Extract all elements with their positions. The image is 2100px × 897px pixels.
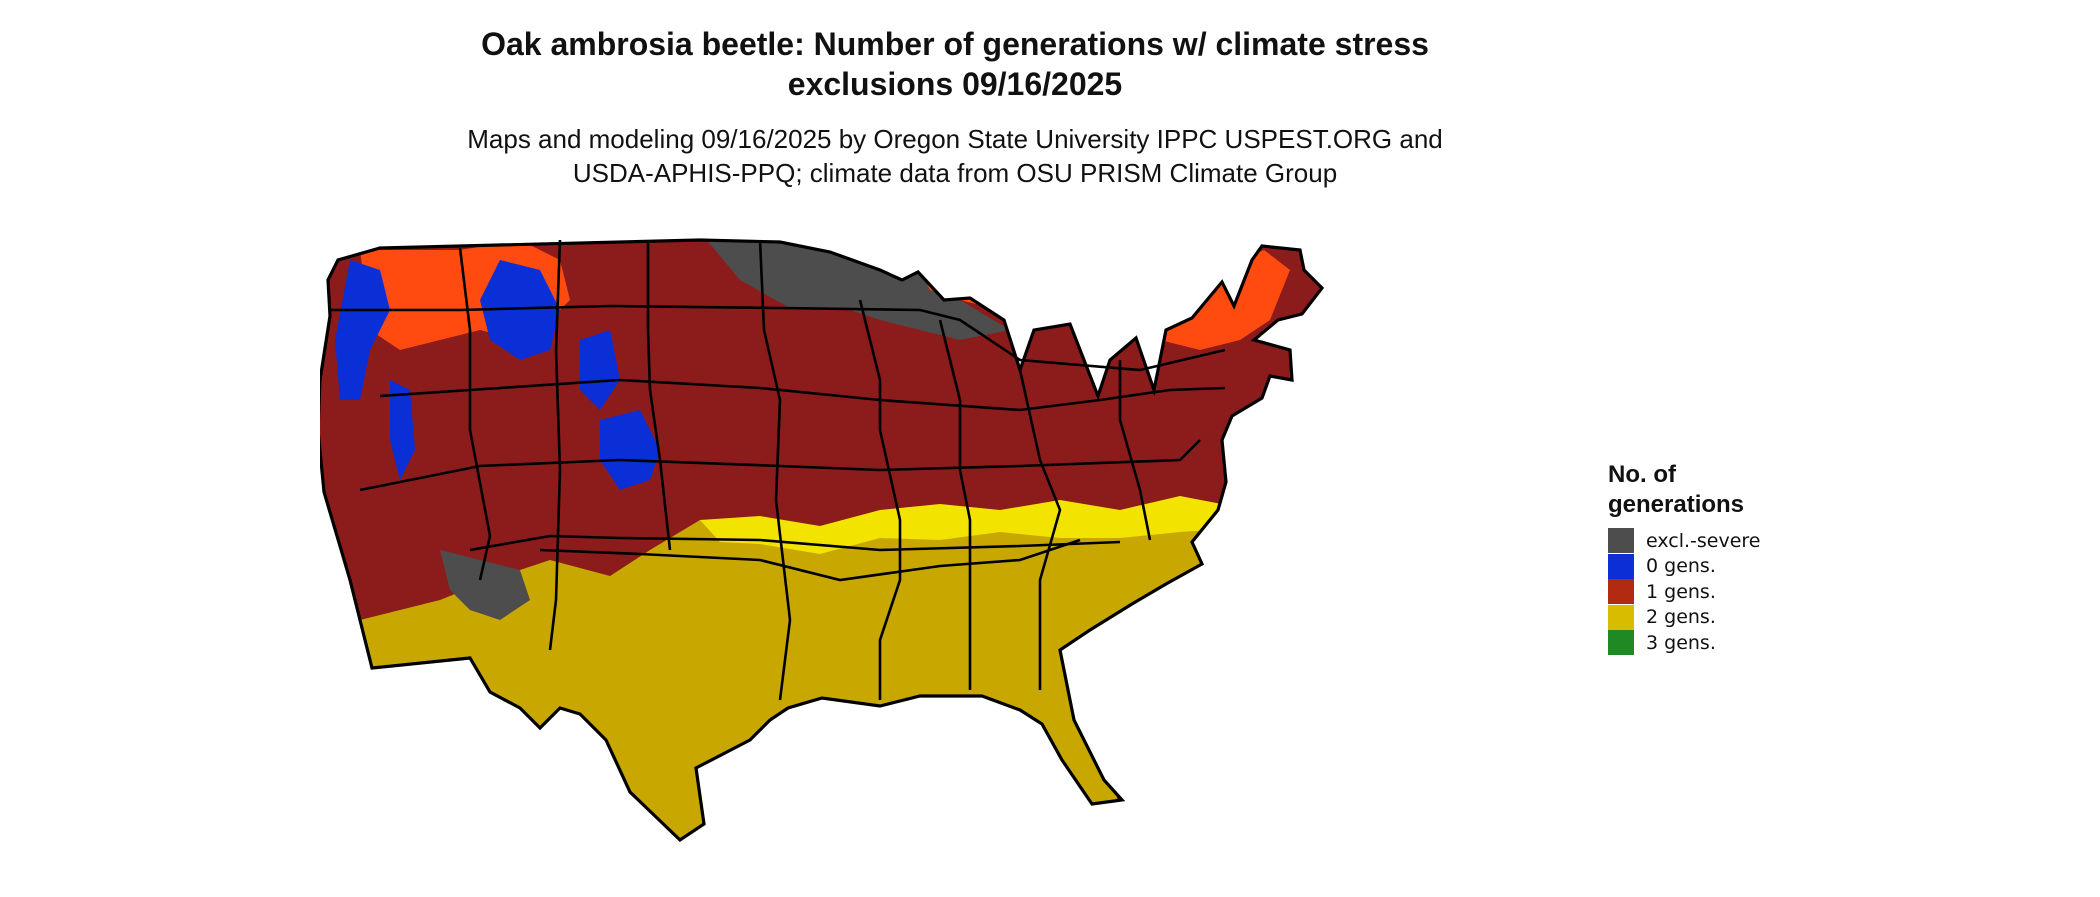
legend-item-2-gens: 2 gens. [1608, 604, 1761, 631]
zone-excluded-north [690, 240, 1010, 340]
state-borders [330, 239, 1226, 701]
legend-label-2-gens: 2 gens. [1646, 606, 1716, 629]
us-generations-map [316, 220, 1580, 892]
border-col-6 [938, 319, 972, 690]
us-map-svg [316, 238, 1324, 842]
legend-title-line2: generations [1608, 491, 1745, 518]
legend-label-1-gens: 1 gens. [1646, 580, 1716, 603]
border-row-3 [359, 439, 1201, 492]
border-col-2 [548, 239, 562, 651]
map-title-line1: Oak ambrosia beetle: Number of generatio… [481, 26, 1429, 62]
legend-label-0-gens: 0 gens. [1646, 555, 1716, 578]
zone-excluded-southwest [440, 550, 530, 620]
border-col-7 [1018, 369, 1062, 690]
zone-zero-gens-wyoming [580, 330, 620, 410]
border-col-3 [646, 240, 672, 551]
map-title: Oak ambrosia beetle: Number of generatio… [0, 24, 1910, 104]
legend-swatch-2-gens [1608, 604, 1634, 630]
map-zones [318, 240, 1322, 840]
legend-label-3-gens: 3 gens. [1646, 631, 1716, 654]
border-row-5 [539, 538, 1081, 582]
legend-item-3-gens: 3 gens. [1608, 630, 1761, 656]
border-col-8 [1118, 360, 1152, 541]
legend-swatch-1-gens [1608, 579, 1634, 605]
legend-item-1-gens: 1 gens. [1608, 579, 1761, 605]
legend-swatch-excluded [1608, 528, 1634, 554]
legend-label-excluded: excl.-severe [1646, 529, 1761, 552]
border-col-4 [758, 239, 792, 701]
legend-title: No. of generations [1608, 460, 1761, 520]
legend-item-0-gens: 0 gens. [1608, 553, 1761, 580]
legend-swatch-3-gens [1608, 630, 1634, 656]
zone-zero-gens-idaho [480, 260, 560, 360]
legend-item-excluded: excl.-severe [1608, 528, 1761, 554]
border-row-4 [469, 534, 1121, 552]
zone-zero-gens-sierra [390, 380, 415, 480]
zone-zero-gens-colorado [600, 410, 660, 490]
map-subtitle-line1: Maps and modeling 09/16/2025 by Oregon S… [467, 124, 1443, 154]
zone-zero-gens-coast [335, 260, 390, 400]
legend: No. of generations excl.-severe 0 gens. … [1608, 460, 1761, 656]
border-row-1 [330, 304, 1226, 372]
border-col-1 [458, 247, 492, 581]
legend-title-line1: No. of [1608, 461, 1676, 488]
map-subtitle-line2: USDA-APHIS-PPQ; climate data from OSU PR… [572, 158, 1338, 188]
map-title-line2: exclusions 09/16/2025 [787, 66, 1123, 102]
border-col-5 [858, 299, 902, 700]
legend-list: excl.-severe 0 gens. 1 gens. 2 gens. 3 g… [1608, 528, 1761, 656]
legend-swatch-0-gens [1608, 553, 1634, 579]
map-subtitle: Maps and modeling 09/16/2025 by Oregon S… [0, 122, 1910, 190]
